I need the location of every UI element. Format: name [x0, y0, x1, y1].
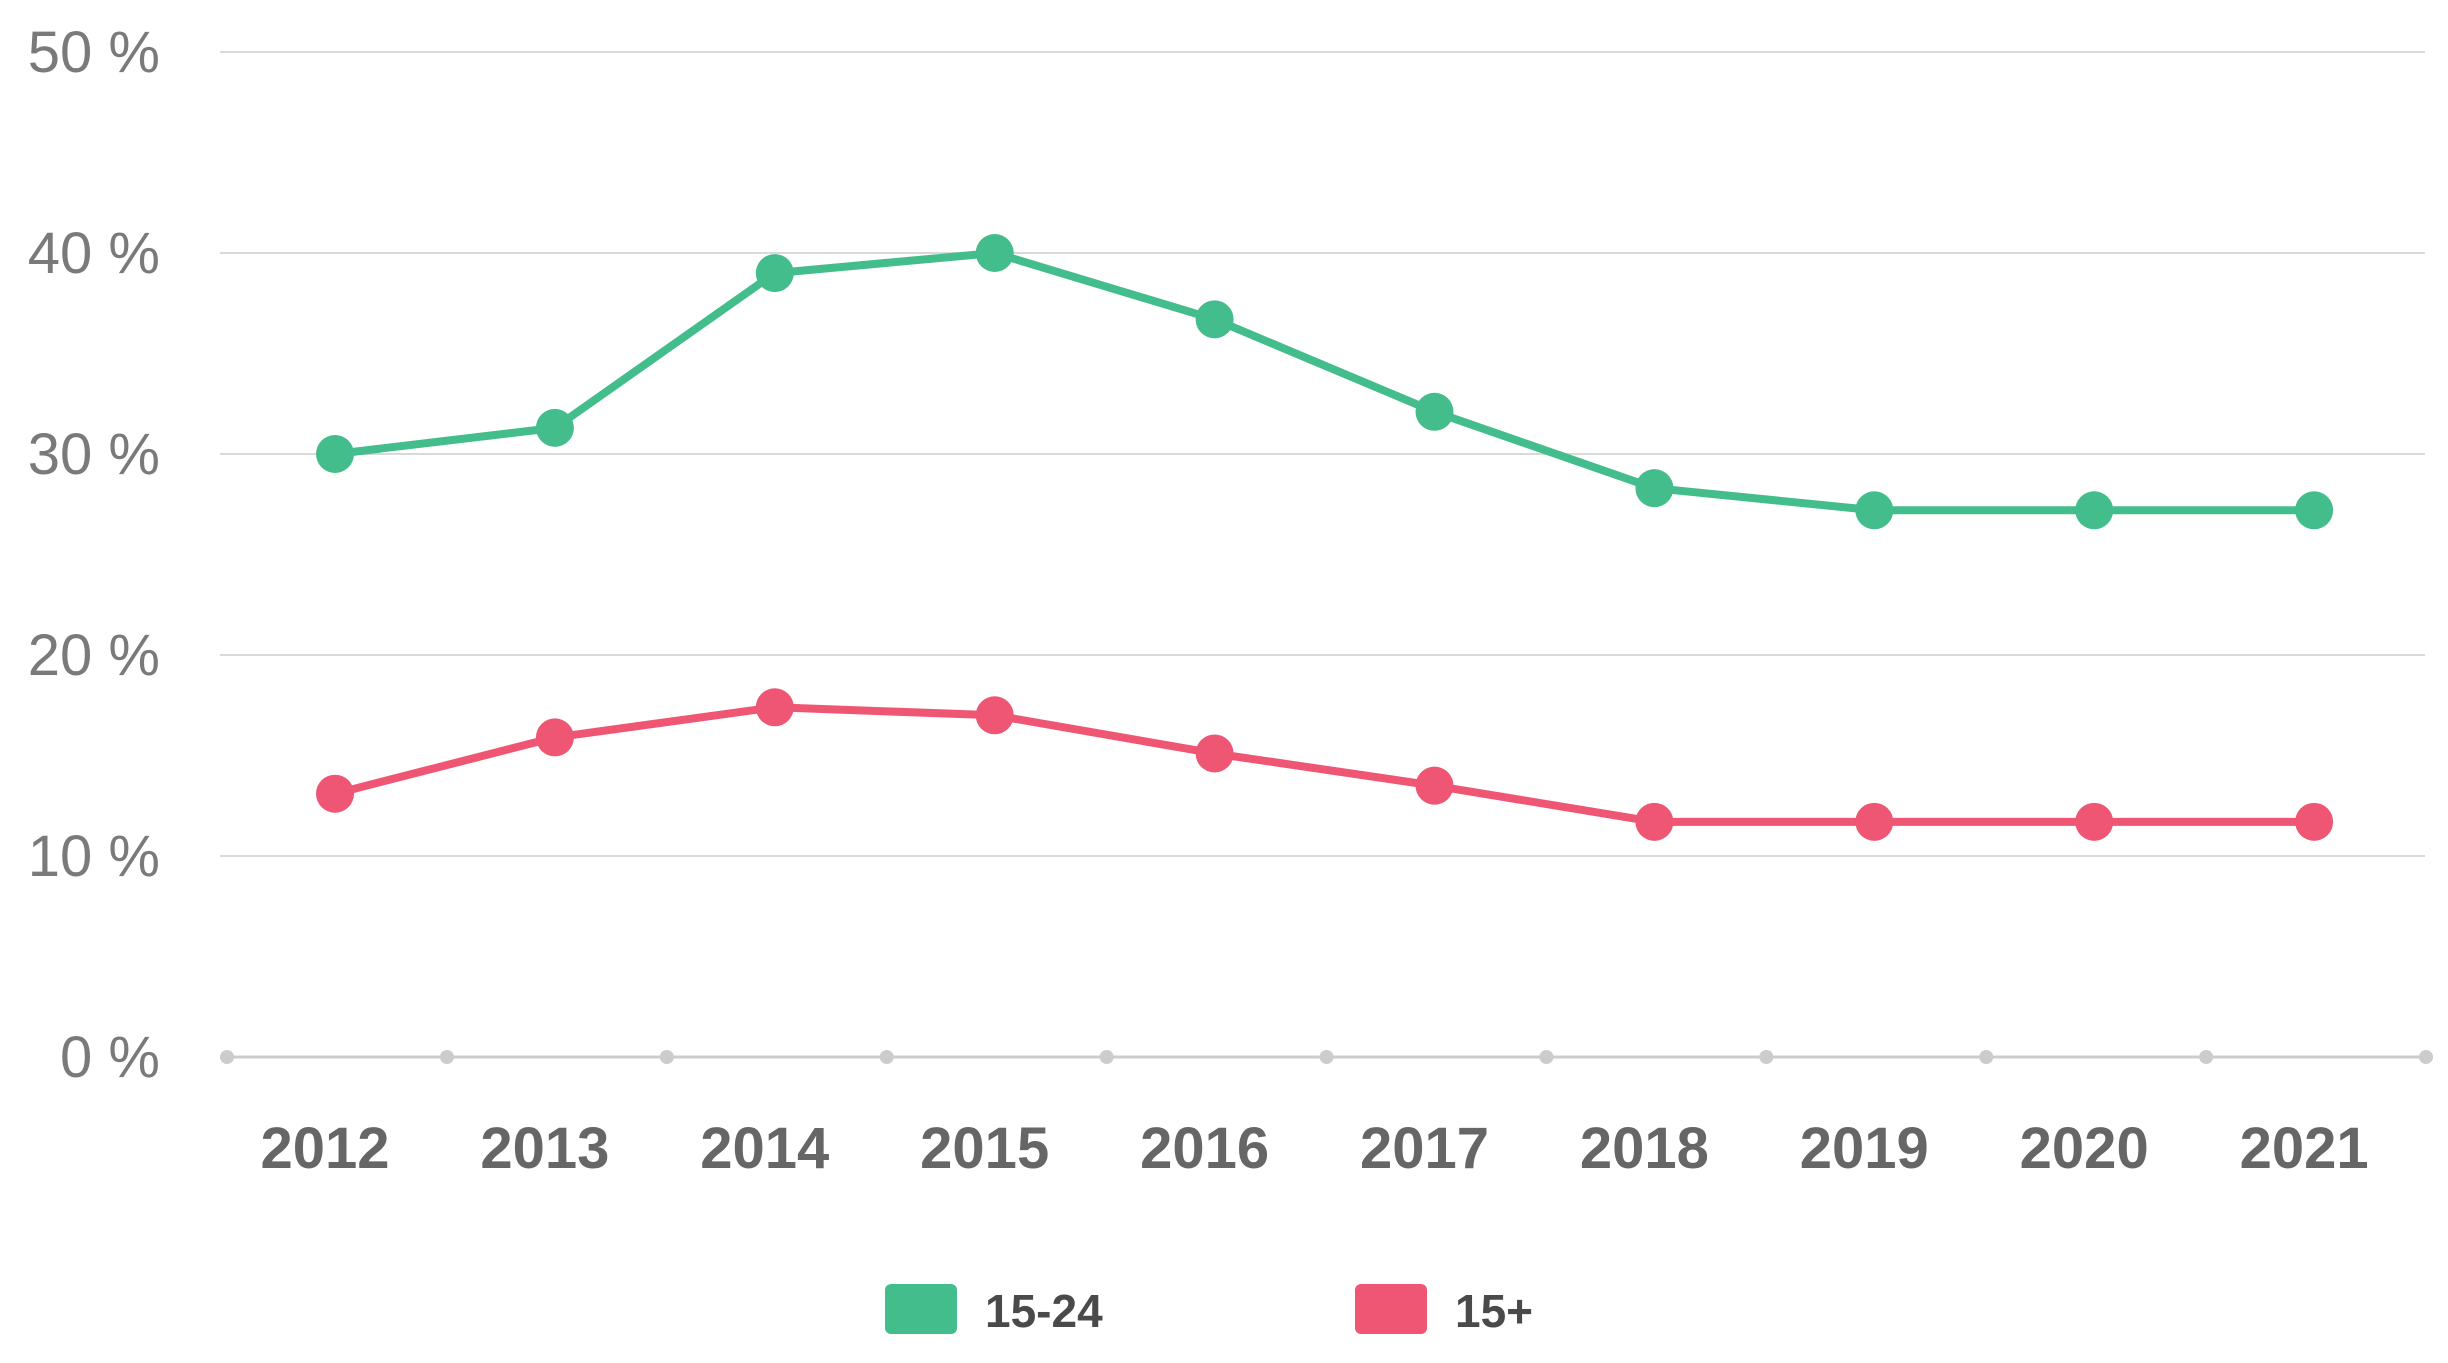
data-point-15-24-2012	[316, 435, 354, 473]
x-tick-label-2017: 2017	[1360, 1116, 1489, 1181]
data-point-15+-2017	[1415, 766, 1454, 805]
y-axis-tick-labels: 0 % 10 % 20 % 30 % 40 % 50 %	[28, 20, 160, 1090]
x-axis-tick-mark	[1539, 1050, 1554, 1064]
legend-label-15+: 15+	[1455, 1285, 1533, 1337]
legend: 15-24 15+	[885, 1284, 1533, 1337]
y-tick-label: 20 %	[28, 623, 160, 688]
data-point-15-24-2018	[1635, 469, 1674, 508]
x-axis-tick-mark	[1979, 1050, 1994, 1064]
series-line-15-24	[331, 249, 2319, 515]
x-axis-tick-labels: 2012 2013 2014 2015 2016 2017 2018 2019 2020 2021	[260, 1116, 2368, 1181]
data-point-15-24-2013	[535, 408, 574, 447]
data-point-15-24-2014	[755, 254, 794, 293]
x-tick-label-2019: 2019	[1800, 1116, 1929, 1181]
data-point-15-24-2015	[975, 234, 1014, 272]
x-axis-tick-mark	[659, 1050, 674, 1064]
series-15+	[316, 688, 2334, 841]
data-point-15+-2012	[316, 774, 354, 813]
x-axis-tick-mark	[1319, 1050, 1334, 1064]
data-point-15+-2015	[975, 696, 1014, 735]
data-point-15-24-2017	[1415, 392, 1454, 431]
data-point-15-24-2019	[1855, 491, 1894, 530]
data-point-15+-2013	[535, 718, 574, 757]
x-tick-label-2014: 2014	[700, 1116, 829, 1181]
gridlines	[220, 51, 2425, 857]
x-tick-label-2021: 2021	[2240, 1116, 2369, 1181]
data-point-15+-2021	[2295, 802, 2334, 841]
data-point-15+-2020	[2075, 802, 2114, 841]
y-tick-label: 50 %	[28, 20, 160, 85]
data-point-15+-2014	[755, 688, 794, 727]
x-axis-tick-mark	[2419, 1050, 2434, 1064]
x-axis	[220, 1050, 2434, 1064]
x-axis-tick-mark	[879, 1050, 894, 1064]
x-tick-label-2015: 2015	[920, 1116, 1049, 1181]
x-axis-tick-mark	[439, 1050, 454, 1064]
data-point-15+-2018	[1635, 802, 1674, 841]
legend-swatch-15+	[1355, 1284, 1427, 1334]
x-tick-label-2012: 2012	[260, 1116, 389, 1181]
data-point-15-24-2016	[1195, 300, 1234, 339]
x-tick-label-2013: 2013	[480, 1116, 609, 1181]
legend-swatch-15-24	[885, 1284, 957, 1334]
series-line-15+	[331, 703, 2319, 826]
y-tick-label: 10 %	[28, 824, 160, 889]
data-point-15-24-2020	[2075, 491, 2114, 530]
series-15-24	[316, 234, 2334, 530]
x-tick-label-2020: 2020	[2020, 1116, 2149, 1181]
series-lines	[316, 234, 2334, 841]
x-tick-label-2018: 2018	[1580, 1116, 1709, 1181]
x-axis-tick-mark	[2199, 1050, 2214, 1064]
data-point-15+-2019	[1855, 802, 1894, 841]
legend-label-15-24: 15-24	[985, 1285, 1103, 1337]
data-point-15-24-2021	[2295, 491, 2334, 530]
x-axis-tick-mark	[220, 1050, 235, 1064]
data-point-15+-2016	[1195, 734, 1234, 773]
x-axis-tick-mark	[1759, 1050, 1774, 1064]
y-tick-label: 30 %	[28, 422, 160, 487]
x-tick-label-2016: 2016	[1140, 1116, 1269, 1181]
y-tick-label: 40 %	[28, 221, 160, 286]
x-axis-tick-mark	[1099, 1050, 1114, 1064]
y-tick-label: 0 %	[60, 1025, 160, 1090]
